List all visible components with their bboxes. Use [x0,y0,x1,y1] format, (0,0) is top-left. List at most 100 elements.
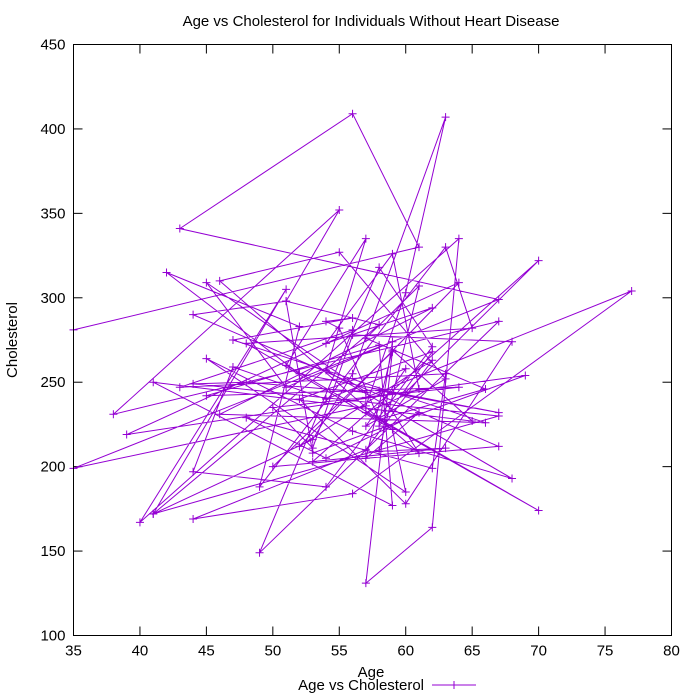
data-point [295,395,304,404]
data-point [321,454,330,463]
data-point [415,243,424,252]
y-tick-label: 450 [40,37,65,54]
data-point [454,278,463,287]
data-point [375,263,384,272]
data-point [428,347,437,356]
data-point [508,474,517,483]
data-point [255,482,264,491]
chart-title: Age vs Cholesterol for Individuals Witho… [183,13,560,30]
data-point [401,487,410,496]
data-point [308,435,317,444]
data-point [494,411,503,420]
data-point [388,249,397,258]
data-point [122,430,131,439]
y-tick-label: 400 [40,121,65,138]
y-tick-label: 350 [40,205,65,222]
data-point [348,489,357,498]
data-point [415,408,424,417]
data-point [401,499,410,508]
series-line [73,112,632,585]
data-point [361,234,370,243]
data-point [428,356,437,365]
x-axis: 35 40 45 50 55 60 65 70 75 80 [65,44,680,660]
data-point [321,482,330,491]
data-point [534,506,543,515]
data-point [202,354,211,363]
data-point [215,410,224,419]
data-point [361,422,370,431]
data-point [401,364,410,373]
data-point [361,454,370,463]
data-point [348,427,357,436]
data-point [109,410,118,419]
data-point [335,248,344,257]
data-point [308,457,317,466]
plot-frame [73,44,672,636]
x-tick-label: 80 [663,643,680,660]
data-point [494,442,503,451]
data-point [189,467,198,476]
data-point [295,442,304,451]
data-point [321,366,330,375]
data-point [481,418,490,427]
data-point [189,310,198,319]
data-point [361,401,370,410]
data-point [428,464,437,473]
y-tick-label: 150 [40,543,65,560]
data-point [348,369,357,378]
data-point [242,339,251,348]
legend-marker-sample [450,681,458,689]
data-point [215,276,224,285]
data-point [375,415,384,424]
data-point [228,363,237,372]
data-point [321,317,330,326]
data-point [282,383,291,392]
data-point [321,339,330,348]
y-tick-label: 200 [40,459,65,476]
data-point [375,422,384,431]
x-tick-label: 40 [132,643,149,660]
data-point [415,384,424,393]
data-point [255,548,264,557]
data-point [441,444,450,453]
y-tick-label: 250 [40,374,65,391]
x-tick-label: 35 [65,643,82,660]
data-point [348,325,357,334]
x-tick-label: 45 [198,643,215,660]
x-axis-label: Age [358,664,385,681]
legend: Age vs Cholesterol [298,677,476,694]
y-axis: 100 150 200 250 300 350 400 450 [40,37,672,645]
data-point [441,369,450,378]
data-point [534,256,543,265]
data-point [335,205,344,214]
data-point [189,514,198,523]
data-point [454,383,463,392]
data-point [268,462,277,471]
data-point [627,287,636,296]
data-point [202,278,211,287]
data-point [481,384,490,393]
data-point [494,317,503,326]
data-point [388,501,397,510]
data-point [375,386,384,395]
data-point [149,509,158,518]
data-point [175,383,184,392]
data-point [308,444,317,453]
data-point [175,224,184,233]
data-point [242,413,251,422]
series-layer [69,109,636,588]
data-point [428,523,437,532]
data-point [508,337,517,346]
data-point [282,361,291,370]
data-point [202,391,211,400]
x-tick-label: 60 [397,643,414,660]
data-point [268,403,277,412]
data-point [401,288,410,297]
data-point [361,408,370,417]
data-point [494,295,503,304]
data-point [441,113,450,122]
data-point [149,378,158,387]
data-point [401,388,410,397]
data-point [361,579,370,588]
data-point [521,371,530,380]
